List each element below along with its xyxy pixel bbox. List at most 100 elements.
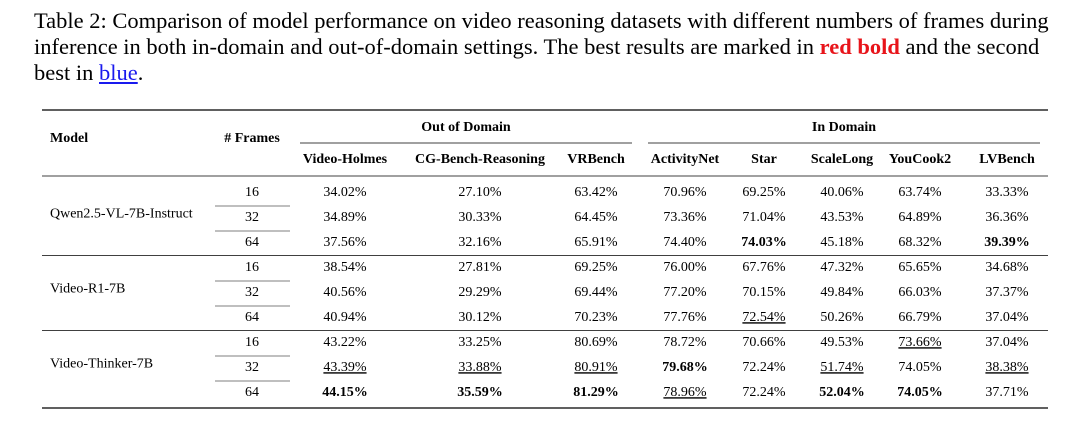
caption-text: and the second best in <box>34 34 1040 85</box>
model-name: Video-R1-7B <box>50 282 125 297</box>
value-cell: 70.96% <box>663 185 707 200</box>
value-cell: 72.24% <box>742 360 786 375</box>
value-cell: 40.06% <box>820 185 864 200</box>
value-cell: 39.39% <box>984 235 1030 250</box>
value-cell: 47.32% <box>820 260 864 275</box>
value-cell: 37.37% <box>985 285 1029 300</box>
value-cell: 78.72% <box>663 335 707 350</box>
frames-cell: 16 <box>245 185 259 200</box>
value-cell: 40.56% <box>323 285 367 300</box>
value-cell: 69.44% <box>574 285 618 300</box>
value-cell: 77.20% <box>663 285 707 300</box>
frames-cell: 64 <box>245 235 259 250</box>
value-cell: 64.89% <box>898 210 942 225</box>
value-cell: 69.25% <box>574 260 618 275</box>
value-cell: 33.88% <box>458 360 502 375</box>
value-cell: 80.91% <box>574 360 618 375</box>
value-cell: 51.74% <box>820 360 864 375</box>
frames-cell: 32 <box>245 285 259 300</box>
value-cell: 37.04% <box>985 310 1029 325</box>
column-header: ScaleLong <box>811 152 873 167</box>
column-header: CG-Bench-Reasoning <box>415 152 545 167</box>
value-cell: 65.91% <box>574 235 618 250</box>
value-cell: 74.03% <box>741 235 787 250</box>
value-cell: 33.25% <box>458 335 502 350</box>
value-cell: 73.66% <box>898 335 942 350</box>
value-cell: 37.04% <box>985 335 1029 350</box>
value-cell: 34.02% <box>323 185 367 200</box>
group-header: Out of Domain <box>421 120 511 135</box>
value-cell: 49.84% <box>820 285 864 300</box>
frames-cell: 16 <box>245 260 259 275</box>
column-header: # Frames <box>224 131 280 146</box>
group-header: In Domain <box>812 120 876 135</box>
value-cell: 34.89% <box>323 210 367 225</box>
value-cell: 43.39% <box>323 360 367 375</box>
value-cell: 70.15% <box>742 285 786 300</box>
caption-best: red bold <box>819 34 900 59</box>
value-cell: 33.33% <box>985 185 1029 200</box>
frames-cell: 64 <box>245 310 259 325</box>
value-cell: 63.74% <box>898 185 942 200</box>
frames-cell: 16 <box>245 335 259 350</box>
value-cell: 77.76% <box>663 310 707 325</box>
value-cell: 52.04% <box>819 385 865 400</box>
value-cell: 81.29% <box>573 385 619 400</box>
value-cell: 72.54% <box>742 310 786 325</box>
model-name: Video-Thinker-7B <box>50 357 153 372</box>
value-cell: 29.29% <box>458 285 502 300</box>
value-cell: 71.04% <box>742 210 786 225</box>
column-header: ActivityNet <box>651 152 720 167</box>
column-header: YouCook2 <box>889 152 951 167</box>
value-cell: 45.18% <box>820 235 864 250</box>
value-cell: 44.15% <box>322 385 368 400</box>
value-cell: 79.68% <box>662 360 708 375</box>
value-cell: 74.05% <box>897 385 943 400</box>
caption-text: Table 2: Comparison of model performance… <box>34 8 1049 59</box>
value-cell: 36.36% <box>985 210 1029 225</box>
value-cell: 78.96% <box>663 385 707 400</box>
frames-cell: 32 <box>245 210 259 225</box>
value-cell: 74.40% <box>663 235 707 250</box>
caption-second: blue <box>99 60 138 85</box>
value-cell: 38.38% <box>985 360 1029 375</box>
value-cell: 43.53% <box>820 210 864 225</box>
value-cell: 72.24% <box>742 385 786 400</box>
column-header: VRBench <box>567 152 625 167</box>
value-cell: 70.23% <box>574 310 618 325</box>
value-cell: 74.05% <box>898 360 942 375</box>
value-cell: 66.03% <box>898 285 942 300</box>
value-cell: 65.65% <box>898 260 942 275</box>
value-cell: 38.54% <box>323 260 367 275</box>
value-cell: 40.94% <box>323 310 367 325</box>
value-cell: 76.00% <box>663 260 707 275</box>
value-cell: 49.53% <box>820 335 864 350</box>
model-name: Qwen2.5-VL-7B-Instruct <box>50 207 193 222</box>
value-cell: 73.36% <box>663 210 707 225</box>
column-header: Star <box>751 152 777 167</box>
value-cell: 67.76% <box>742 260 786 275</box>
value-cell: 30.33% <box>458 210 502 225</box>
value-cell: 66.79% <box>898 310 942 325</box>
value-cell: 43.22% <box>323 335 367 350</box>
value-cell: 32.16% <box>458 235 502 250</box>
caption-text: . <box>137 60 144 85</box>
frames-cell: 32 <box>245 360 259 375</box>
value-cell: 80.69% <box>574 335 618 350</box>
value-cell: 68.32% <box>898 235 942 250</box>
value-cell: 35.59% <box>457 385 503 400</box>
value-cell: 69.25% <box>742 185 786 200</box>
column-header: LVBench <box>979 152 1035 167</box>
value-cell: 27.81% <box>458 260 502 275</box>
frames-cell: 64 <box>245 385 259 400</box>
value-cell: 50.26% <box>820 310 864 325</box>
value-cell: 34.68% <box>985 260 1029 275</box>
value-cell: 64.45% <box>574 210 618 225</box>
value-cell: 30.12% <box>458 310 502 325</box>
value-cell: 37.56% <box>323 235 367 250</box>
column-header: Video-Holmes <box>303 152 388 167</box>
value-cell: 37.71% <box>985 385 1029 400</box>
value-cell: 70.66% <box>742 335 786 350</box>
